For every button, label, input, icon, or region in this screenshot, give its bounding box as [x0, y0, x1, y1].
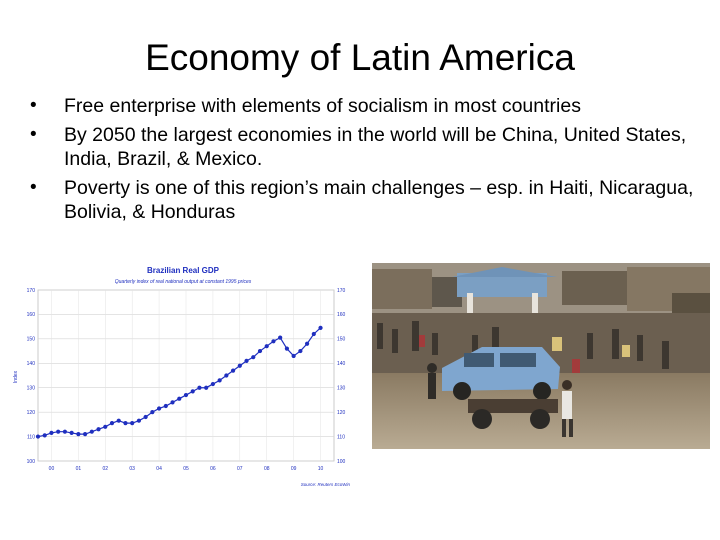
chart-ytick-label: 160 [27, 312, 36, 318]
chart-data-point [210, 381, 216, 387]
chart-xtick-label: 05 [183, 466, 189, 472]
chart-series [35, 325, 323, 439]
chart-ytick-label: 100 [27, 459, 36, 465]
chart-data-point [143, 414, 148, 420]
chart-data-point [35, 434, 41, 439]
chart-ytick-label: 150 [337, 337, 346, 343]
chart-data-point [103, 424, 108, 429]
chart-series-line [37, 327, 321, 438]
bullet-dot-icon: • [30, 95, 37, 116]
chart-data-point [264, 344, 269, 349]
chart-data-point [82, 432, 88, 437]
chart-xtick-label: 01 [76, 466, 82, 472]
chart-yticks-right: 100 110 120 130 140 150 160 170 [337, 288, 346, 465]
chart-data-point [56, 429, 61, 434]
chart-ylabel: Index [13, 370, 19, 383]
chart-data-point [190, 389, 195, 394]
chart-data-point [163, 403, 168, 409]
chart-ytick-label: 130 [27, 386, 36, 392]
chart-ytick-label: 170 [337, 288, 346, 294]
chart-ytick-label: 170 [27, 288, 36, 294]
chart-grid [37, 289, 335, 462]
chart-xtick-label: 09 [291, 466, 297, 472]
chart-data-point [284, 346, 290, 351]
chart-data-point [257, 348, 263, 354]
chart-source: Source: Reuters EcoWin [301, 482, 351, 487]
chart-data-point [96, 427, 101, 432]
chart-data-point [217, 378, 222, 383]
haiti-street-photo [372, 263, 710, 449]
chart-ytick-label: 160 [337, 312, 346, 318]
chart-xtick-label: 00 [49, 466, 55, 472]
chart-data-point [244, 358, 249, 363]
chart-data-point [156, 406, 162, 411]
chart-data-point [224, 373, 229, 378]
chart-xtick-label: 04 [156, 466, 162, 472]
slide-title: Economy of Latin America [145, 37, 575, 78]
chart-data-point [89, 429, 94, 434]
chart-ytick-label: 130 [337, 386, 346, 392]
chart-data-point [278, 335, 283, 340]
chart-subtitle: Quarterly index of real national output … [115, 279, 252, 285]
chart-ytick-label: 120 [337, 410, 346, 416]
chart-data-point [109, 421, 115, 426]
chart-data-point [304, 341, 310, 346]
chart-data-point [116, 418, 121, 423]
chart-ytick-label: 110 [337, 434, 345, 440]
chart-ytick-label: 140 [27, 361, 36, 367]
chart-data-point [230, 368, 236, 373]
chart-ytick-label: 110 [27, 434, 35, 440]
chart-data-point [123, 421, 128, 426]
bullet-item: • Poverty is one of this region’s main ch… [28, 176, 708, 225]
chart-data-point [42, 433, 47, 438]
chart-data-point [291, 353, 296, 359]
chart-xtick-label: 02 [102, 466, 108, 472]
chart-data-point [76, 432, 81, 437]
chart-xtick-label: 07 [237, 466, 243, 472]
bullet-text: Poverty is one of this region’s main cha… [64, 176, 694, 224]
chart-data-point [69, 430, 74, 436]
chart-data-point [197, 385, 202, 390]
chart-data-point [318, 325, 323, 330]
bullet-item: • Free enterprise with elements of social… [28, 94, 708, 119]
chart-xtick-label: 10 [318, 466, 324, 472]
chart-title: Brazilian Real GDP [147, 266, 220, 275]
chart-xtick-label: 08 [264, 466, 270, 472]
gdp-chart: Brazilian Real GDP Quarterly index of re… [13, 266, 351, 487]
chart-yticks-left: 100 110 120 130 140 150 160 170 [27, 288, 36, 465]
chart-ytick-label: 120 [27, 410, 36, 416]
bullet-list: • Free enterprise with elements of social… [28, 94, 708, 229]
chart-xtick-label: 03 [129, 466, 135, 472]
bullet-text: Free enterprise with elements of sociali… [64, 95, 581, 117]
chart-data-point [183, 392, 189, 398]
chart-data-point [311, 331, 316, 337]
chart-data-point [177, 396, 182, 401]
photo-scene-icon [372, 263, 710, 449]
chart-data-point [49, 430, 54, 436]
bullet-item: • By 2050 the largest economies in the wo… [28, 123, 708, 172]
chart-data-point [62, 429, 68, 434]
chart-data-point [298, 348, 303, 354]
chart-ytick-label: 150 [27, 337, 36, 343]
chart-data-point [204, 385, 209, 390]
chart-data-point [271, 339, 276, 344]
chart-xticks: 00 01 02 03 04 05 06 07 08 09 10 [49, 466, 324, 472]
chart-data-point [150, 410, 155, 415]
chart-xtick-label: 06 [210, 466, 216, 472]
chart-data-point [237, 363, 242, 368]
chart-data-point [251, 355, 256, 360]
chart-data-point [136, 418, 142, 423]
chart-data-point [170, 400, 175, 405]
chart-ytick-label: 140 [337, 361, 346, 367]
bullet-dot-icon: • [30, 123, 37, 145]
chart-ytick-label: 100 [337, 459, 346, 465]
chart-data-point [130, 421, 135, 426]
bullet-dot-icon: • [30, 176, 37, 198]
bullet-text: By 2050 the largest economies in the wor… [64, 123, 687, 171]
